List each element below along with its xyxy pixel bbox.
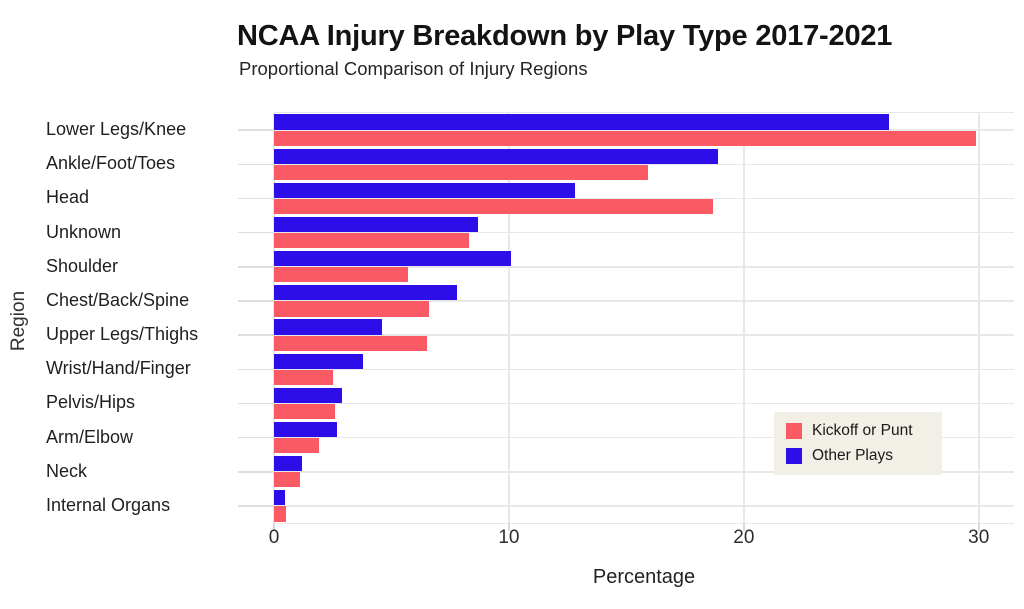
bar-other-plays — [274, 490, 285, 506]
bar-other-plays — [274, 456, 303, 472]
bar-kickoff-or-punt — [274, 198, 714, 215]
y-axis-tick — [238, 129, 273, 131]
y-axis-tick — [238, 300, 273, 302]
category-label: Pelvis/Hips — [46, 392, 136, 413]
bar-kickoff-or-punt — [274, 267, 408, 283]
horizontal-gridline — [274, 197, 1014, 200]
y-axis-tick — [238, 266, 273, 268]
category-label: Internal Organs — [46, 494, 171, 515]
legend-item: Kickoff or Punt — [786, 422, 930, 440]
x-tick-label: 30 — [968, 527, 990, 548]
x-axis-tick — [273, 523, 275, 531]
horizontal-gridline — [274, 368, 1014, 370]
legend-swatch-other-plays — [786, 448, 802, 464]
category-label: Wrist/Hand/Finger — [46, 358, 191, 379]
vertical-gridline — [508, 113, 510, 523]
horizontal-gridline — [274, 129, 1014, 131]
y-axis-tick — [238, 436, 273, 439]
horizontal-gridline — [274, 300, 1014, 302]
legend-label: Kickoff or Punt — [812, 422, 913, 439]
bar-other-plays — [274, 387, 343, 403]
y-axis-tick — [238, 505, 273, 507]
bar-kickoff-or-punt — [274, 130, 977, 146]
bar-other-plays — [274, 114, 890, 130]
y-axis-tick — [238, 471, 273, 473]
y-axis-tick — [238, 402, 273, 405]
chart-subtitle: Proportional Comparison of Injury Region… — [239, 58, 588, 79]
x-tick-label: 20 — [733, 527, 755, 548]
x-axis-title: Percentage — [592, 566, 696, 588]
vertical-gridline — [743, 113, 745, 523]
horizontal-gridline — [274, 505, 1014, 507]
bar-kickoff-or-punt — [274, 438, 319, 454]
horizontal-gridline — [274, 163, 1014, 165]
bar-kickoff-or-punt — [274, 335, 427, 351]
horizontal-gridline — [274, 231, 1014, 234]
category-label: Arm/Elbow — [46, 426, 134, 447]
bar-other-plays — [274, 182, 575, 198]
x-axis-tick — [978, 523, 980, 531]
x-axis-tick — [508, 523, 510, 531]
plot-panel — [238, 112, 1014, 531]
y-axis-tick — [238, 368, 273, 370]
bar-kickoff-or-punt — [274, 301, 430, 317]
category-label: Shoulder — [46, 255, 119, 276]
category-label: Head — [46, 187, 90, 208]
bar-other-plays — [274, 353, 364, 369]
bar-kickoff-or-punt — [274, 164, 648, 180]
y-axis-tick — [238, 197, 273, 200]
category-label: Chest/Back/Spine — [46, 289, 190, 310]
x-axis-tick — [743, 523, 745, 531]
vertical-gridline — [273, 113, 275, 523]
horizontal-gridline — [274, 266, 1014, 268]
horizontal-gridline — [274, 402, 1014, 405]
vertical-gridline — [978, 113, 980, 523]
y-axis-tick — [238, 231, 273, 234]
y-axis-title: Region — [8, 290, 29, 352]
bar-other-plays — [274, 285, 458, 301]
x-tick-label: 0 — [268, 527, 280, 548]
bar-other-plays — [274, 421, 338, 438]
bar-other-plays — [274, 319, 383, 335]
bar-kickoff-or-punt — [274, 506, 286, 522]
category-label: Ankle/Foot/Toes — [46, 153, 176, 174]
bar-other-plays — [274, 148, 718, 164]
category-label: Lower Legs/Knee — [46, 119, 187, 140]
bar-kickoff-or-punt — [274, 233, 469, 249]
category-label: Neck — [46, 460, 88, 481]
horizontal-gridline — [274, 334, 1014, 336]
bar-other-plays — [274, 251, 512, 267]
category-label: Unknown — [46, 221, 122, 242]
chart-title: NCAA Injury Breakdown by Play Type 2017-… — [237, 20, 893, 52]
bar-kickoff-or-punt — [274, 472, 300, 488]
horizontal-gridline — [274, 436, 1014, 439]
bar-kickoff-or-punt — [274, 369, 333, 385]
legend-swatch-kickoff-or-punt — [786, 423, 802, 439]
legend-item: Other Plays — [786, 447, 930, 465]
y-axis-tick — [238, 334, 273, 336]
legend: Kickoff or Punt Other Plays — [774, 412, 942, 475]
legend-label: Other Plays — [812, 447, 893, 464]
x-tick-label: 10 — [498, 527, 520, 548]
y-axis-tick — [238, 163, 273, 165]
bar-kickoff-or-punt — [274, 403, 336, 420]
category-label: Upper Legs/Thighs — [46, 324, 199, 345]
horizontal-gridline — [274, 471, 1014, 473]
bar-other-plays — [274, 216, 479, 233]
